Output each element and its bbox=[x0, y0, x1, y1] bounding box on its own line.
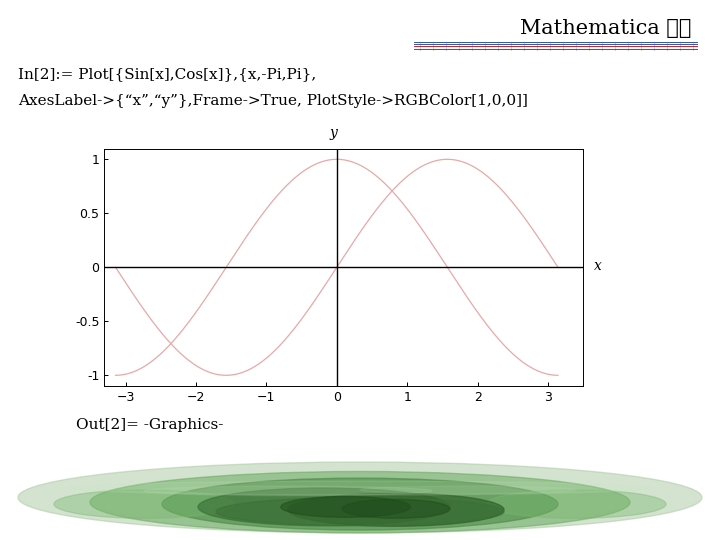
Ellipse shape bbox=[198, 488, 450, 526]
Ellipse shape bbox=[216, 497, 504, 526]
Text: AxesLabel->{“x”,“y”},Frame->True, PlotStyle->RGBColor[1,0,0]]: AxesLabel->{“x”,“y”},Frame->True, PlotSt… bbox=[18, 94, 528, 109]
Text: In[2]:= Plot[{Sin[x],Cos[x]},{x,-Pi,Pi},: In[2]:= Plot[{Sin[x],Cos[x]},{x,-Pi,Pi}, bbox=[18, 68, 316, 82]
Ellipse shape bbox=[288, 493, 504, 526]
Ellipse shape bbox=[90, 471, 630, 533]
Ellipse shape bbox=[18, 462, 702, 533]
Ellipse shape bbox=[281, 497, 410, 517]
Text: Out[2]= -Graphics-: Out[2]= -Graphics- bbox=[76, 418, 223, 433]
Ellipse shape bbox=[72, 481, 648, 495]
Text: Mathematica 简介: Mathematica 简介 bbox=[520, 19, 691, 38]
Ellipse shape bbox=[162, 478, 558, 530]
Ellipse shape bbox=[486, 490, 666, 518]
Ellipse shape bbox=[54, 490, 234, 518]
Ellipse shape bbox=[342, 500, 450, 518]
Ellipse shape bbox=[144, 486, 432, 496]
Text: y: y bbox=[330, 126, 337, 140]
Text: x: x bbox=[594, 259, 602, 273]
Ellipse shape bbox=[360, 486, 576, 494]
